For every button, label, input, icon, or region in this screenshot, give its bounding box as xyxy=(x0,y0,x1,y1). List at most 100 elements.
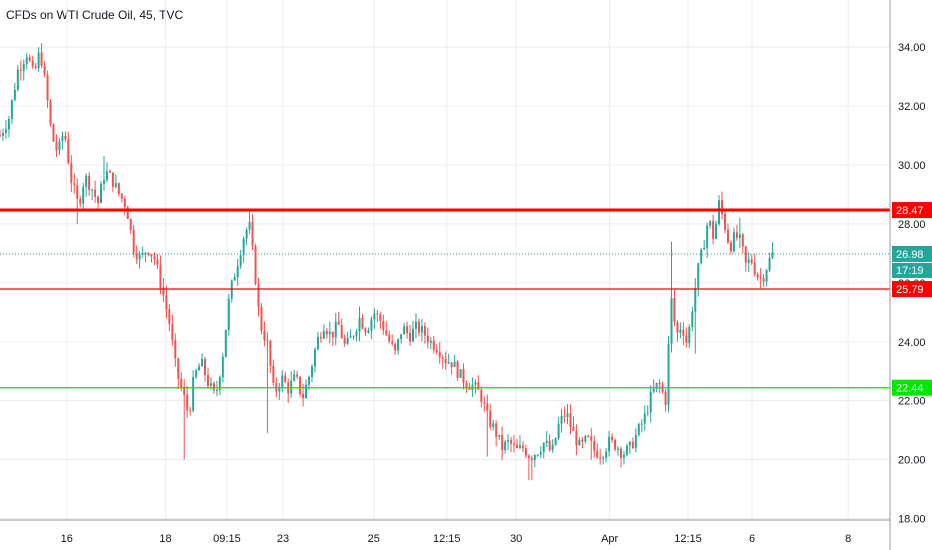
candle xyxy=(385,321,388,337)
candle xyxy=(206,367,209,389)
candle xyxy=(545,430,548,448)
candle-body xyxy=(180,378,183,388)
candle-body xyxy=(459,369,462,378)
candle xyxy=(738,218,741,249)
candle xyxy=(165,285,168,319)
candle xyxy=(248,209,251,234)
horizontal-levels[interactable] xyxy=(0,208,890,389)
candle-body xyxy=(706,225,709,248)
candle xyxy=(162,278,165,303)
candle xyxy=(105,162,108,183)
candle-body xyxy=(206,375,209,386)
candle-body xyxy=(25,57,28,64)
candle-body xyxy=(76,184,79,199)
candle-body xyxy=(477,382,480,390)
candle-body xyxy=(697,263,700,288)
candle-body xyxy=(465,383,468,389)
candle xyxy=(70,155,73,193)
candle xyxy=(373,308,376,329)
candle xyxy=(242,236,245,263)
candle-body xyxy=(376,313,379,315)
candle-body xyxy=(340,324,343,339)
candle-body xyxy=(676,321,679,333)
candle xyxy=(518,435,521,450)
candle xyxy=(504,439,507,454)
candle xyxy=(741,233,744,254)
candle-body xyxy=(670,298,673,344)
candle-body xyxy=(640,423,643,425)
candle xyxy=(245,227,248,246)
x-tick-label: 09:15 xyxy=(213,533,241,545)
candle xyxy=(310,363,313,383)
candle xyxy=(230,279,233,303)
candle xyxy=(533,454,536,467)
candle-body xyxy=(316,336,319,350)
candle-body xyxy=(382,320,385,331)
candle-body xyxy=(729,242,732,252)
candle-body xyxy=(507,440,510,442)
candle xyxy=(664,388,667,412)
candle-body xyxy=(177,358,180,379)
candle-body xyxy=(218,377,221,391)
candle xyxy=(221,352,224,383)
candle-body xyxy=(171,324,174,341)
candle xyxy=(382,314,385,335)
candle xyxy=(111,172,114,193)
candle-body xyxy=(682,329,685,336)
candle xyxy=(468,383,471,390)
candle-body xyxy=(129,219,132,230)
x-tick-label: 25 xyxy=(368,533,380,545)
candle-body xyxy=(257,283,260,307)
candle xyxy=(156,254,159,270)
candle-body xyxy=(105,171,108,181)
candle-body xyxy=(581,439,584,442)
candle-body xyxy=(622,454,625,458)
candle xyxy=(625,443,628,457)
candle-body xyxy=(40,52,43,66)
candle-body xyxy=(156,259,159,265)
candle-body xyxy=(637,424,640,435)
candle xyxy=(123,195,126,216)
candle xyxy=(590,428,593,460)
candle xyxy=(721,191,724,220)
candle xyxy=(192,370,195,413)
candle xyxy=(700,247,703,265)
candle-body xyxy=(159,264,162,288)
candle xyxy=(168,304,171,332)
candle-body xyxy=(759,277,762,279)
candle-body xyxy=(215,390,218,392)
candle xyxy=(438,342,441,364)
candle-body xyxy=(144,252,147,254)
candle xyxy=(102,156,105,192)
candle xyxy=(177,357,180,389)
candle xyxy=(637,422,640,437)
candle-body xyxy=(108,171,111,173)
level-tag-label: 22.44 xyxy=(896,383,924,395)
candle xyxy=(551,439,554,453)
candle-body xyxy=(313,349,316,367)
level-tag-label: 25.79 xyxy=(896,284,924,296)
candle xyxy=(572,416,575,432)
y-tick-label: 18.00 xyxy=(898,514,926,526)
candle-body xyxy=(545,440,548,443)
candle-body xyxy=(489,410,492,427)
candle-body xyxy=(456,361,459,378)
candle xyxy=(296,370,299,380)
candle xyxy=(712,214,715,245)
candle xyxy=(55,134,58,158)
candle-body xyxy=(513,443,516,445)
candle xyxy=(284,371,287,384)
candle-body xyxy=(19,69,22,71)
candle-body xyxy=(322,330,325,339)
candle-body xyxy=(97,196,100,204)
candle-body xyxy=(732,232,735,252)
candle-body xyxy=(533,455,536,460)
candle-body xyxy=(495,423,498,437)
candle xyxy=(272,359,275,387)
candle-body xyxy=(712,221,715,239)
candle-body xyxy=(450,362,453,368)
candle-body xyxy=(718,200,721,224)
candle-body xyxy=(480,389,483,403)
candle xyxy=(617,446,620,456)
